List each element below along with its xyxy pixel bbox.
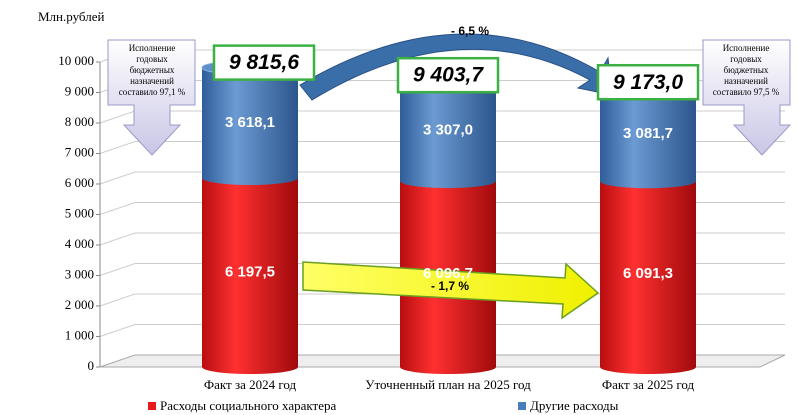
bar-segment <box>600 87 696 189</box>
y-tick-label: 8 000 <box>65 114 94 129</box>
y-tick-label: 10 000 <box>58 53 94 68</box>
data-label: 6 197,5 <box>225 263 275 280</box>
legend-label: Другие расходы <box>530 398 619 413</box>
y-tick-label: 3 000 <box>65 266 94 281</box>
y-tick-label: 5 000 <box>65 205 94 220</box>
y-tick-label: 7 000 <box>65 144 94 159</box>
total-box <box>212 44 316 81</box>
total-label: 9 403,7 <box>413 64 484 87</box>
legend-swatch <box>148 402 156 410</box>
bar-segment <box>202 67 298 185</box>
callout-right-shape <box>702 39 792 156</box>
legend-label: Расходы социального характера <box>160 398 336 413</box>
data-label: 3 307,0 <box>423 122 473 139</box>
y-axis-title: Млн.рублей <box>38 9 104 24</box>
y-tick-label: 6 000 <box>65 175 94 190</box>
legend-swatch <box>518 402 526 410</box>
grid-line <box>99 171 785 185</box>
data-label: 6 091,3 <box>623 265 673 282</box>
data-label: 3 081,7 <box>623 125 673 142</box>
total-label: 9 815,6 <box>229 51 299 74</box>
callout-text: назначений <box>130 76 174 86</box>
data-label: 3 618,1 <box>225 114 275 131</box>
x-tick-label: Факт за 2024 год <box>204 377 297 392</box>
callout-left-shape <box>107 39 196 156</box>
grid-line <box>99 141 785 154</box>
y-tick-label: 0 <box>88 358 95 373</box>
x-tick-label: Уточненный план на 2025 год <box>365 377 531 392</box>
social-change: - 1,7 % <box>431 279 469 293</box>
y-tick-label: 1 000 <box>65 327 94 342</box>
total-box <box>396 56 500 94</box>
bar-segment <box>400 80 496 189</box>
total-box <box>596 63 700 101</box>
callout-text: бюджетных <box>724 65 769 75</box>
callout-text: Исполнение <box>723 43 770 53</box>
grid-line <box>99 324 785 337</box>
callout-text: составило 97,1 % <box>119 87 186 97</box>
grid-line <box>99 232 785 246</box>
bar-segment <box>202 177 298 374</box>
total-change: - 6,5 % <box>451 24 489 38</box>
y-tick-label: 4 000 <box>65 236 94 251</box>
total-label: 9 173,0 <box>613 71 683 94</box>
callout-text: Исполнение <box>129 43 176 53</box>
data-label: 6 096,7 <box>423 265 473 282</box>
x-tick-label: Факт за 2025 год <box>602 377 695 392</box>
bar-segment <box>600 181 696 374</box>
yellow-arrow <box>302 261 600 320</box>
y-tick-label: 9 000 <box>65 83 94 98</box>
y-tick-label: 2 000 <box>65 297 94 312</box>
callout-text: назначений <box>724 76 768 86</box>
callout-text: годовых <box>136 54 168 64</box>
callout-text: бюджетных <box>130 65 175 75</box>
grid-line <box>99 202 785 215</box>
grid-line <box>99 263 785 276</box>
callout-text: годовых <box>730 54 762 64</box>
callout-text: составило 97,5 % <box>713 87 780 97</box>
